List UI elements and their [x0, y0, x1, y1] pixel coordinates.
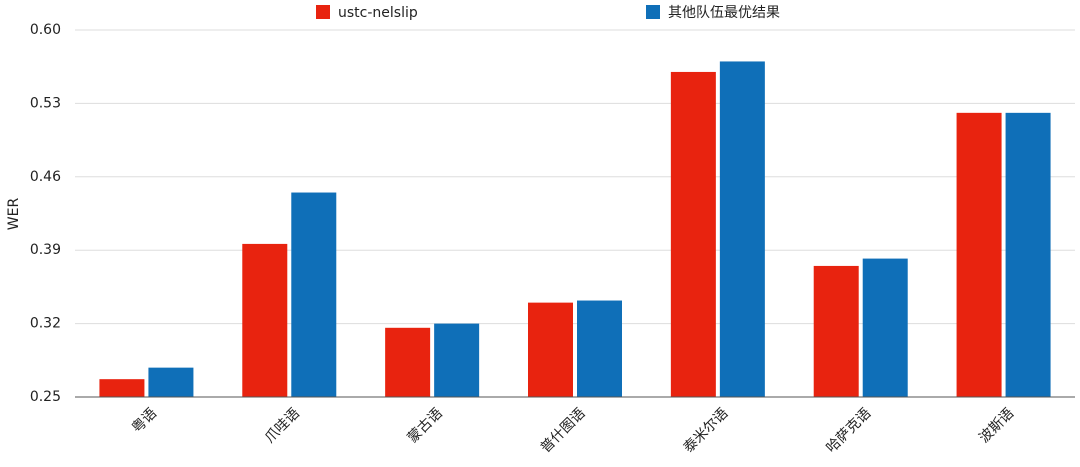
- x-tick-label: 普什图语: [538, 405, 589, 456]
- bar: [242, 243, 288, 397]
- bar: [577, 300, 622, 397]
- x-tick-label: 泰米尔语: [681, 405, 732, 456]
- bar: [670, 71, 716, 397]
- legend-swatch: [316, 5, 330, 19]
- bar: [434, 323, 480, 397]
- bar: [528, 302, 573, 397]
- bar: [148, 367, 194, 397]
- y-tick-label: 0.46: [30, 169, 61, 185]
- y-tick-label: 0.32: [30, 316, 61, 332]
- x-tick-label: 粤语: [129, 405, 160, 436]
- x-tick-label: 爪哇语: [262, 405, 303, 446]
- y-tick-label: 0.60: [30, 22, 61, 38]
- bar: [719, 61, 765, 397]
- legend-label: ustc-nelslip: [338, 5, 418, 21]
- bar: [813, 265, 859, 397]
- x-tick-label: 波斯语: [976, 405, 1017, 446]
- x-tick-label: 蒙古语: [405, 405, 446, 446]
- legend-label: 其他队伍最优结果: [668, 5, 780, 21]
- y-tick-label: 0.53: [30, 95, 61, 111]
- bar: [1005, 112, 1051, 397]
- y-tick-label: 0.25: [30, 389, 61, 405]
- bar: [862, 258, 908, 397]
- legend-swatch: [646, 5, 660, 19]
- y-axis-label: WER: [6, 198, 22, 231]
- bar: [385, 327, 431, 397]
- bar: [291, 192, 337, 397]
- bar: [99, 379, 145, 397]
- x-tick-label: 哈萨克语: [823, 405, 874, 456]
- y-tick-label: 0.39: [30, 242, 61, 258]
- bar: [956, 112, 1002, 397]
